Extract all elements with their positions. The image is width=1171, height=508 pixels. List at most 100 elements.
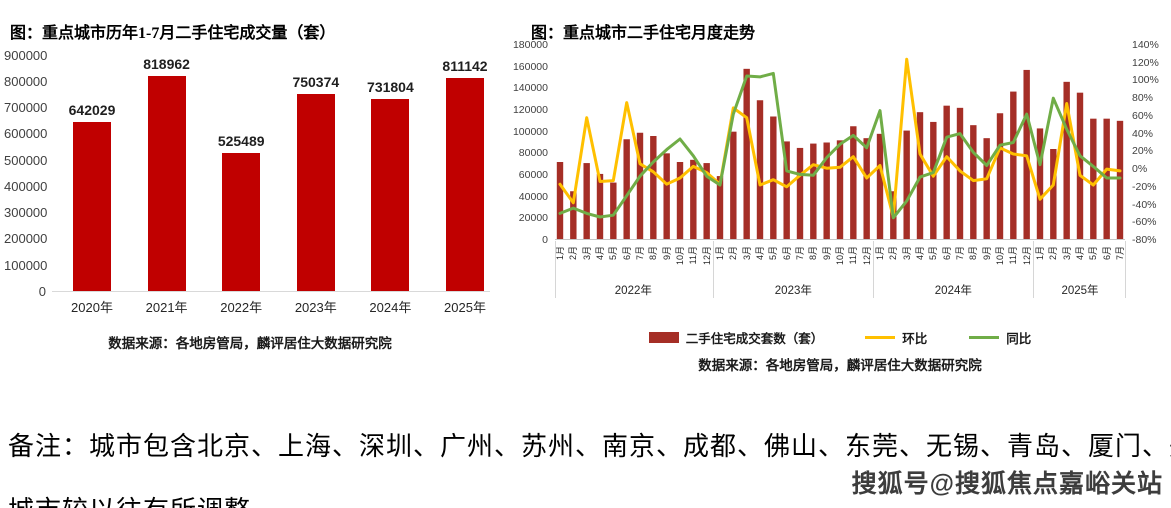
- month-axis-label: 2月: [568, 246, 579, 261]
- month-axis-label: 2月: [1048, 246, 1059, 261]
- month-axis-label: 5月: [928, 246, 939, 261]
- monthly-volume-bar: [556, 162, 564, 240]
- right-chart-left-tick: 20000: [518, 212, 548, 225]
- chart-legend: 二手住宅成交套数（套） 环比 同比: [555, 328, 1125, 347]
- bar-value-label: 818962: [143, 55, 190, 72]
- month-axis-label: 9月: [821, 246, 832, 261]
- monthly-volume-bar: [823, 142, 830, 240]
- right-chart-right-tick: -20%: [1132, 180, 1157, 193]
- right-chart-left-tick: 140000: [512, 82, 548, 95]
- bar-value-label: 525489: [217, 132, 265, 149]
- right-chart-right-tick: 100%: [1132, 74, 1159, 87]
- monthly-volume-bar: [996, 113, 1004, 240]
- left-y-tick-label: 700000: [4, 100, 48, 116]
- monthly-volume-bar: [836, 140, 844, 240]
- legend-item: 二手住宅成交套数（套）: [648, 328, 824, 347]
- left-y-tick-label: 100000: [4, 257, 48, 273]
- monthly-volume-bar: [610, 182, 617, 240]
- legend-label: 二手住宅成交套数（套）: [685, 332, 824, 346]
- month-axis-label: 5月: [608, 246, 619, 261]
- monthly-volume-bar: [583, 163, 590, 240]
- month-axis-label: 12月: [861, 246, 872, 266]
- right-chart-right-tick: -80%: [1132, 234, 1157, 246]
- left-x-axis-line: [52, 291, 490, 292]
- monthly-volume-bar: [1010, 91, 1017, 240]
- year-group-label: 2025年: [1061, 285, 1099, 297]
- monthly-volume-bar: [570, 191, 577, 240]
- annual-bar: [222, 152, 261, 291]
- bar-value-label: 811142: [442, 57, 488, 74]
- left-y-tick-label: 800000: [4, 73, 48, 89]
- legend-line-swatch: [969, 336, 1000, 339]
- month-axis-label: 12月: [1021, 246, 1032, 266]
- year-axis-label: 2022年: [220, 300, 263, 315]
- legend-item: 环比: [865, 328, 927, 347]
- monthly-volume-bar: [810, 143, 817, 240]
- monthly-volume-bar: [930, 121, 937, 240]
- monthly-volume-bar: [743, 68, 750, 240]
- right-chart-right-tick: 0%: [1132, 163, 1148, 176]
- year-separator-line: [873, 241, 875, 298]
- month-axis-label: 3月: [741, 246, 752, 261]
- month-axis-label: 10月: [835, 246, 845, 266]
- legend-label: 环比: [902, 332, 928, 346]
- monthly-volume-bar: [903, 130, 910, 240]
- year-axis-label: 2023年: [294, 300, 337, 315]
- monthly-volume-bar: [1063, 81, 1070, 240]
- month-axis-label: 4月: [755, 246, 765, 261]
- monthly-volume-bar: [1103, 118, 1110, 240]
- month-axis-label: 9月: [661, 246, 672, 261]
- month-axis-label: 4月: [1075, 246, 1085, 261]
- mom-line: [558, 57, 1122, 219]
- right-chart-left-tick: 60000: [518, 169, 548, 181]
- year-axis-label: 2025年: [444, 300, 486, 315]
- annual-bar: [446, 77, 484, 291]
- right-chart-right-tick: 80%: [1132, 92, 1154, 105]
- year-group-label: 2022年: [614, 285, 652, 297]
- month-axis-label: 5月: [1088, 246, 1099, 261]
- right-chart-right-tick: -60%: [1132, 216, 1157, 229]
- monthly-volume-bar: [970, 125, 977, 240]
- month-axis-label: 4月: [915, 246, 925, 261]
- yoy-line: [558, 71, 1122, 220]
- monthly-volume-bar: [890, 191, 897, 240]
- month-axis-label: 10月: [675, 246, 685, 266]
- right-chart-left-tick: 80000: [518, 147, 548, 160]
- right-chart-left-tick: 160000: [512, 60, 548, 73]
- month-axis-label: 11月: [1008, 246, 1019, 265]
- month-axis-label: 6月: [941, 246, 952, 261]
- monthly-volume-bar: [1090, 118, 1097, 240]
- bar-value-label: 750374: [292, 73, 340, 90]
- annual-bar: [73, 122, 111, 291]
- monthly-volume-bar: [783, 141, 790, 240]
- monthly-volume-bar: [1050, 149, 1057, 240]
- monthly-volume-bar: [1116, 120, 1124, 240]
- month-axis-label: 7月: [635, 246, 645, 261]
- monthly-volume-bar: [596, 173, 604, 240]
- annual-bar: [371, 98, 410, 291]
- annual-bar: [147, 75, 186, 291]
- note-line-1: 备注：城市包含北京、上海、深圳、广州、苏州、南京、成都、佛山、东莞、无锡、青岛、…: [8, 432, 1171, 461]
- month-axis-label: 5月: [768, 246, 779, 261]
- year-group-label: 2023年: [774, 285, 812, 297]
- annual-bar: [296, 93, 335, 291]
- year-axis-label: 2021年: [145, 300, 188, 315]
- month-axis-label: 11月: [688, 246, 699, 265]
- monthly-volume-bar: [863, 138, 870, 240]
- note-line-2: 城市较以往有所调整。: [8, 490, 278, 508]
- month-axis-label: 6月: [621, 246, 632, 261]
- bar-value-label: 642029: [68, 102, 116, 119]
- month-axis-label: 3月: [581, 246, 592, 261]
- monthly-volume-bar: [943, 105, 950, 240]
- monthly-volume-bar: [703, 163, 710, 240]
- month-axis-label: 4月: [595, 246, 605, 261]
- left-chart-source: 数据来源：各地房管局，麟评居住大数据研究院: [108, 336, 392, 351]
- month-axis-label: 1月: [715, 246, 725, 261]
- monthly-volume-bar: [756, 100, 764, 240]
- right-chart-left-tick: 120000: [512, 104, 548, 116]
- left-y-tick-label: 400000: [4, 178, 48, 194]
- year-separator-line: [713, 241, 715, 298]
- left-y-tick-label: 600000: [4, 126, 48, 142]
- left-y-tick-label: 500000: [4, 152, 48, 168]
